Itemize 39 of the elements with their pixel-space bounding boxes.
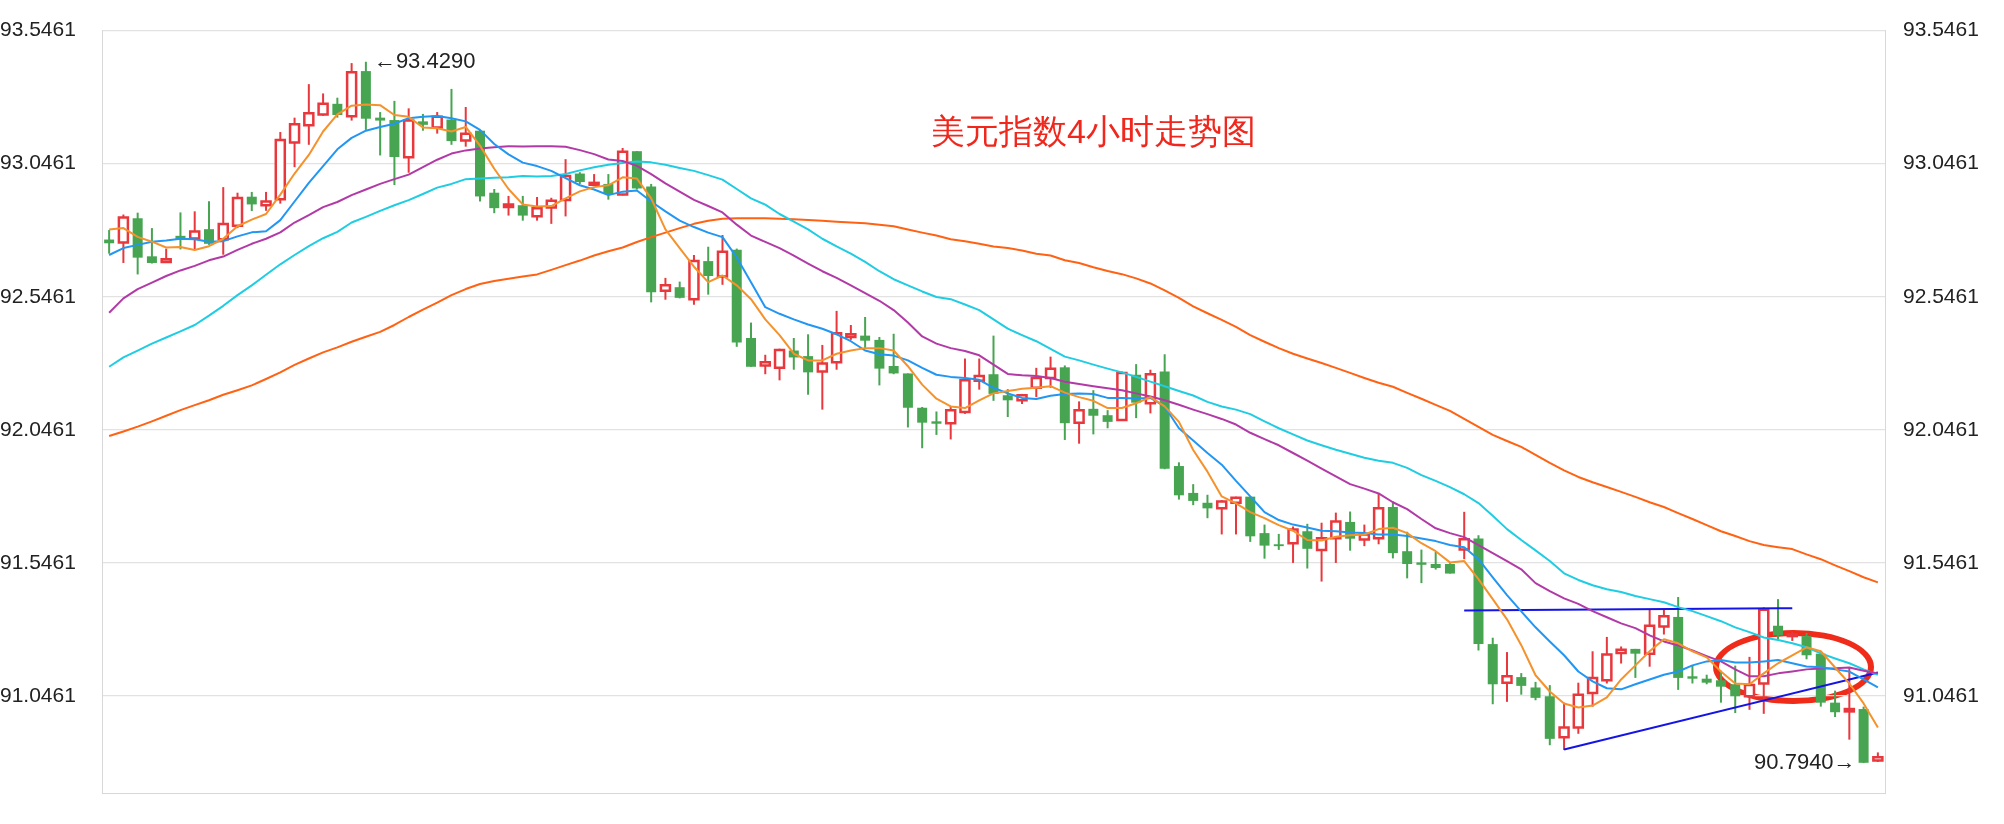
y2-tick-label: 93.0461 <box>1903 150 1979 174</box>
annotation: 90.7940→ <box>1754 749 1856 775</box>
y-tick-label: 93.5461 <box>0 17 76 41</box>
candlestick <box>517 194 528 222</box>
candlestick <box>246 190 257 213</box>
candlestick <box>1102 409 1113 430</box>
y-tick-label: 92.0461 <box>0 416 76 440</box>
candlestick <box>1259 523 1270 560</box>
annotation: ←93.4290 <box>373 47 476 73</box>
candlestick <box>1715 669 1726 704</box>
candlestick <box>1302 522 1313 570</box>
candlestick <box>1416 548 1427 585</box>
candlestick <box>860 316 871 350</box>
candlestick <box>1088 389 1099 436</box>
candlestick <box>888 332 899 376</box>
candlestick <box>1630 647 1641 679</box>
candlestick <box>1530 680 1541 702</box>
candlestick <box>931 410 942 436</box>
candlestick <box>917 405 928 450</box>
candlestick <box>1730 664 1741 715</box>
y-tick-label: 91.5461 <box>0 549 76 573</box>
y-tick-label: 93.0461 <box>0 150 76 174</box>
y2-tick-label: 93.5461 <box>1903 17 1979 41</box>
candlestick <box>1773 598 1784 641</box>
candlestick <box>375 111 386 157</box>
candlestick <box>703 245 714 296</box>
candlestick <box>1002 388 1013 419</box>
candlestick <box>1830 689 1841 719</box>
y2-tick-label: 91.0461 <box>1903 682 1979 706</box>
y2-tick-label: 92.5461 <box>1903 283 1979 307</box>
candlestick <box>1516 672 1527 696</box>
candlestick <box>1188 483 1199 507</box>
candlestick <box>489 187 500 215</box>
y2-tick-label: 92.0461 <box>1903 416 1979 440</box>
candlestick <box>146 227 157 265</box>
y-tick-label: 91.0461 <box>0 682 76 706</box>
y-tick-label: 92.5461 <box>0 283 76 307</box>
text: 美元指数4小时走势图 <box>931 111 1257 150</box>
y2-tick-label: 91.5461 <box>1903 549 1979 573</box>
